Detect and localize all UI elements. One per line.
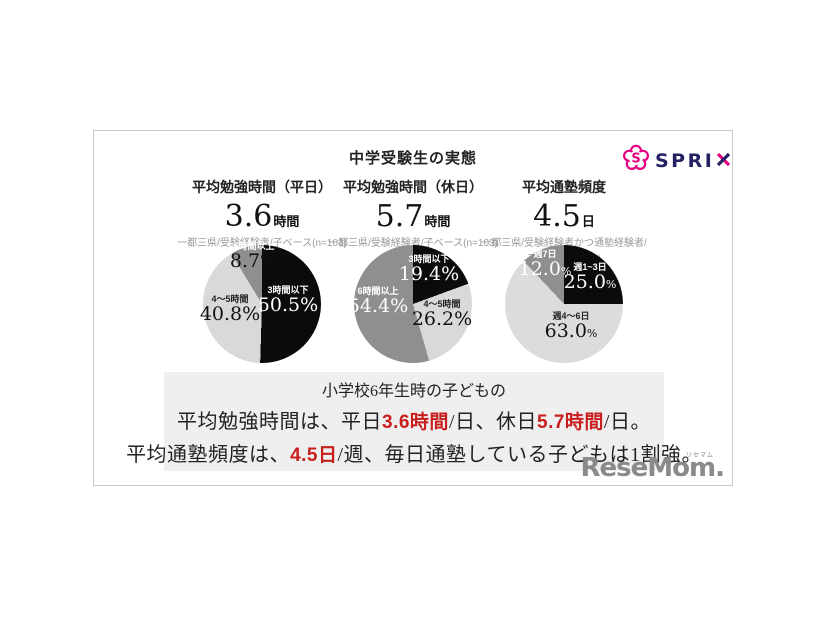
summary-text: 平均通塾頻度は、 [126,443,291,466]
summary-box: 小学校6年生時の子どもの 平均勉強時間は、平日3.6時間/日、休日5.7時間/日… [126,372,701,471]
chart-column-juku-frequency: 平均通塾頻度 4.5日 一都三県/受験経験者かつ通塾経験者/ 子ベース(n=10… [481,177,647,266]
slice-value: 26.2% [411,308,473,331]
percent-sign: % [454,308,473,331]
chart-headline-unit: 時間 [273,214,300,229]
slice-value: 8.7% [229,250,279,273]
chart-headline: 3.6時間 [225,199,300,234]
sprix-x-icon [716,150,731,172]
slice-value: 40.8% [199,303,261,326]
slice-number: 63.0 [544,320,587,343]
pie-slice-label: 4～5時間 26.2% [411,298,473,331]
chart-column-holiday: 平均勉強時間（休日） 5.7時間 一都三県/受験経験者/子ベース(n=103) [328,177,498,250]
summary-highlight: 3.6時間 [382,411,449,433]
slice-name: 4～5時間 [211,293,249,304]
chart-column-weekday: 平均勉強時間（平日） 3.6時間 一都三県/受験経験者/子ベース(n=103) [177,177,347,250]
percent-sign: % [441,263,460,286]
slice-number: 25.0 [563,271,606,294]
slice-number: 40.8 [199,303,243,326]
svg-text:S: S [631,152,640,167]
slice-name: 週1~3日 [573,261,607,272]
chart-headline-value: 4.5 [533,199,581,234]
chart-headline-value: 3.6 [224,199,273,234]
summary-text: /週、毎日通塾している子どもは1割強。 [337,443,702,466]
percent-sign: % [260,250,279,273]
slice-value: 25.0% [563,271,617,294]
chart-headline-value: 5.7 [375,199,424,234]
slice-number: 50.5 [257,294,301,317]
chart-headline: 4.5日 [533,199,595,234]
slice-value: 63.0% [544,320,598,343]
resemom-logo: リセマム ReseMom. [580,453,725,483]
percent-sign: % [605,278,617,292]
infographic-card: 中学受験生の実態 S SPRI [93,130,733,486]
summary-line-2: 平均勉強時間は、平日3.6時間/日、休日5.7時間/日。 [177,405,651,434]
slice-number: 54.4 [347,295,391,318]
chart-title: 平均通塾頻度 [522,179,606,195]
percent-sign: % [300,294,319,317]
slice-number: 8.7 [229,250,261,273]
percent-sign: % [560,265,572,279]
slice-name: 週7日 [533,248,557,259]
summary-line-1: 小学校6年生時の子どもの [321,382,506,400]
slice-name: 3時間以下 [408,253,450,264]
sprix-letters: SPRI [655,149,715,172]
percent-sign: % [242,303,261,326]
slice-name: 6時間以上 [357,285,399,296]
page-title: 中学受験生の実態 [348,150,477,167]
pie-slice-label: 週4～6日 63.0% [544,310,598,343]
chart-headline: 5.7時間 [376,199,451,234]
slice-name: 3時間以下 [267,284,309,295]
chart-base-note: 一都三県/受験経験者/子ベース(n=103) [328,238,498,249]
resemom-wordmark: ReseMom. [580,453,725,483]
summary-text: /日、休日 [448,410,537,433]
slice-value: 50.5% [257,294,319,317]
chart-base-note: 一都三県/受験経験者かつ通塾経験者/ [481,238,647,249]
pie-slice-label: 6時間以上 8.7% [229,240,279,273]
summary-text: 平均勉強時間は、平日 [177,410,383,433]
pie-chart-juku-frequency: 週1~3日 25.0% 週4～6日 63.0% 週7日 12.0% [505,245,623,363]
summary-highlight: 4.5日 [290,444,338,466]
slice-name: 6時間以上 [233,240,275,251]
pie-slice-label: 3時間以下 19.4% [398,253,460,286]
percent-sign: % [586,327,598,341]
chart-headline-unit: 時間 [424,214,451,229]
slice-name: 4～5時間 [423,298,461,309]
slice-number: 12.0 [518,258,561,281]
pie-slice-label: 4～5時間 40.8% [199,293,261,326]
pie-slice-label: 3時間以下 50.5% [257,284,319,317]
chart-base-note: 一都三県/受験経験者/子ベース(n=103) [177,238,347,249]
percent-sign: % [390,295,409,318]
slice-number: 26.2 [411,308,455,331]
summary-line-3: 平均通塾頻度は、4.5日/週、毎日通塾している子どもは1割強。 [126,438,702,467]
slice-value: 12.0% [518,258,572,281]
resemom-ruby: リセマム [685,453,714,459]
chart-title: 平均勉強時間（休日） [343,179,483,195]
sprix-logo: S SPRI [621,143,731,178]
slice-value: 54.4% [347,295,409,318]
pie-slice-label: 週1~3日 25.0% [563,261,617,294]
chart-title: 平均勉強時間（平日） [192,179,332,195]
sprix-wordmark: SPRI [655,150,731,172]
sprix-flower-icon: S [621,143,651,178]
summary-highlight: 5.7時間 [537,411,604,433]
slice-value: 19.4% [398,263,460,286]
pie-chart-holiday: 3時間以下 19.4% 4～5時間 26.2% 6時間以上 54.4% [348,245,473,363]
chart-headline-unit: 日 [581,214,595,229]
pie-slice-label: 6時間以上 54.4% [347,285,409,318]
pie-slice-label: 週7日 12.0% [518,248,572,281]
summary-text: /日。 [603,410,651,433]
slice-name: 週4～6日 [552,310,590,321]
pie-chart-weekday: 3時間以下 50.5% 4～5時間 40.8% 6時間以上 8.7% [199,240,321,363]
slice-number: 19.4 [398,263,442,286]
